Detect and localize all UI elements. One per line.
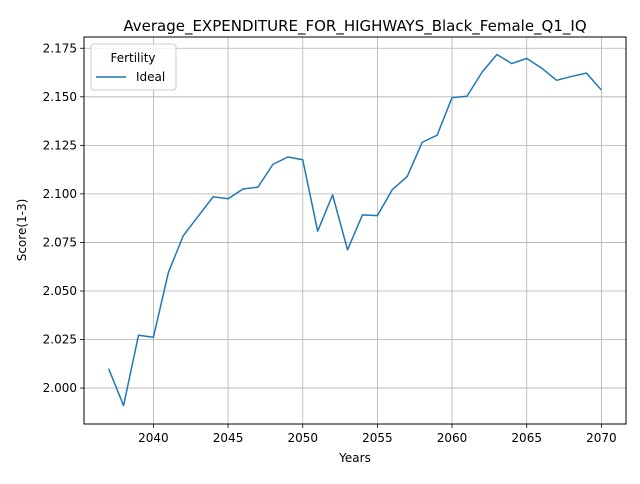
y-axis-label: Score(1-3) bbox=[15, 199, 29, 262]
x-tick-label: 2065 bbox=[511, 431, 542, 445]
x-tick-label: 2045 bbox=[213, 431, 244, 445]
legend: Fertility Ideal bbox=[90, 43, 177, 91]
legend-title: Fertility bbox=[110, 51, 155, 65]
x-tick-label: 2070 bbox=[586, 431, 617, 445]
axes: 2040 2045 2050 2055 2060 2065 2070 2.000 2.025 2.… bbox=[43, 41, 617, 445]
x-tick-label: 2055 bbox=[362, 431, 393, 445]
legend-entry-label: Ideal bbox=[136, 70, 165, 84]
x-tick-label: 2060 bbox=[437, 431, 468, 445]
y-tick-label: 2.150 bbox=[43, 90, 77, 104]
y-tick-label: 2.025 bbox=[43, 333, 77, 347]
y-tick-label: 2.175 bbox=[43, 41, 77, 55]
x-tick-label: 2040 bbox=[138, 431, 169, 445]
y-tick-label: 2.100 bbox=[43, 187, 77, 201]
legend-box bbox=[90, 43, 177, 91]
series-layer bbox=[107, 53, 602, 407]
y-tick-label: 2.075 bbox=[43, 235, 77, 249]
chart-title: Average_EXPENDITURE_FOR_HIGHWAYS_Black_F… bbox=[123, 17, 586, 36]
y-tick-label: 2.125 bbox=[43, 138, 77, 152]
plot-frame bbox=[83, 36, 627, 425]
x-axis-label: Years bbox=[338, 451, 371, 465]
series-line-ideal bbox=[107, 53, 602, 407]
y-tick-label: 2.000 bbox=[43, 381, 77, 395]
y-tick-label: 2.050 bbox=[43, 284, 77, 298]
x-tick-label: 2050 bbox=[287, 431, 318, 445]
grid-lines bbox=[84, 37, 626, 424]
